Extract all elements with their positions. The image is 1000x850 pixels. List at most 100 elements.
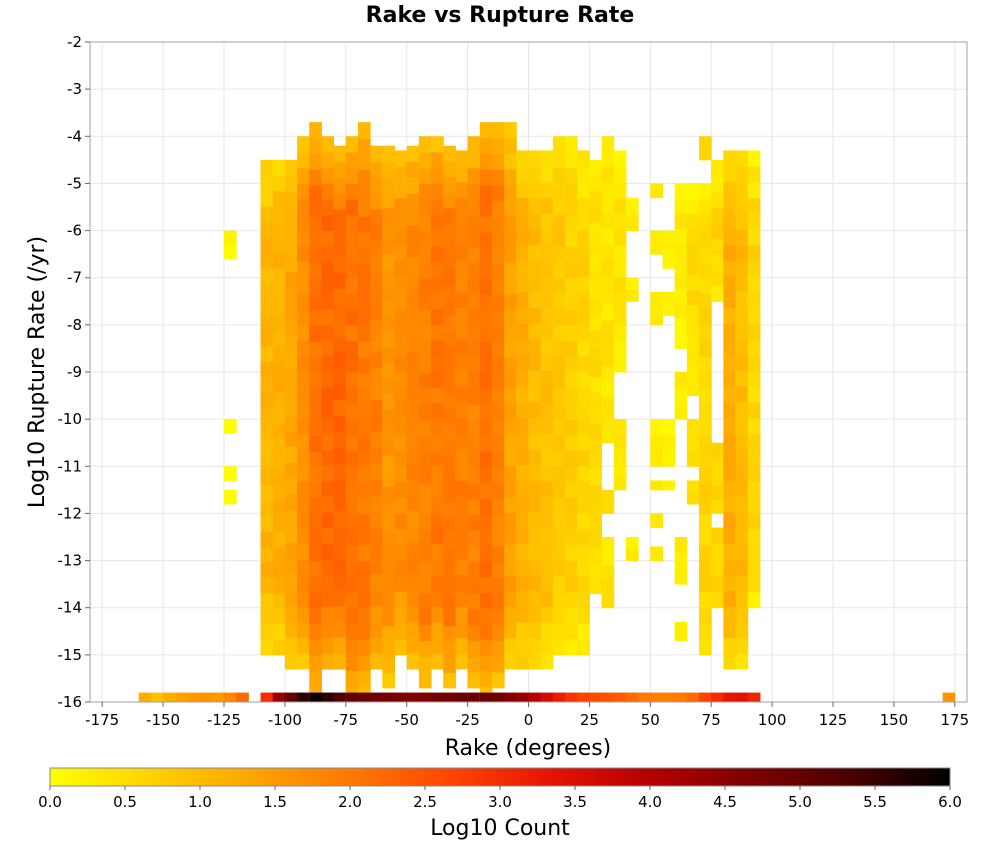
heatmap-cell-bottom <box>455 692 469 702</box>
heatmap-cell <box>443 300 456 317</box>
heatmap-cell <box>406 320 420 337</box>
heatmap-cell <box>552 152 566 169</box>
heatmap-cell <box>443 501 456 518</box>
heatmap-cell <box>272 175 286 192</box>
heatmap-cell <box>394 576 408 593</box>
heatmap-cell <box>601 212 615 229</box>
heatmap-cell <box>406 272 420 289</box>
heatmap-cell <box>723 496 737 513</box>
heatmap-cell <box>382 656 396 673</box>
heatmap-cell <box>735 527 749 544</box>
heatmap-cell <box>711 559 724 577</box>
heatmap-cell-bottom <box>711 692 724 702</box>
heatmap-cell <box>284 191 298 209</box>
heatmap-cell <box>260 314 274 331</box>
heatmap-cell <box>443 672 456 689</box>
heatmap-cell <box>406 304 420 321</box>
heatmap-cell <box>552 262 566 279</box>
heatmap-cell <box>735 496 749 513</box>
heatmap-cell <box>309 529 322 546</box>
heatmap-cell <box>382 347 396 364</box>
heatmap-cell <box>650 546 663 562</box>
heatmap-cell <box>431 277 444 294</box>
heatmap-cell <box>504 575 517 592</box>
heatmap-cell <box>479 545 493 562</box>
heatmap-cell <box>443 656 456 673</box>
heatmap-cell <box>406 288 420 305</box>
heatmap-cell <box>601 489 615 503</box>
heatmap-cell <box>418 167 432 185</box>
heatmap-cell <box>418 530 432 547</box>
heatmap-cell <box>382 594 396 611</box>
heatmap-cell <box>504 559 517 576</box>
heatmap-cell <box>467 577 481 594</box>
heatmap-cell <box>260 608 274 625</box>
heatmap-cell <box>577 560 590 577</box>
heatmap-cell <box>443 238 456 255</box>
heatmap-cell <box>540 496 554 513</box>
heatmap-cell <box>260 268 274 285</box>
heatmap-cell <box>589 252 603 269</box>
heatmap-cell <box>309 294 322 311</box>
y-tick-label: -12 <box>58 504 83 522</box>
heatmap-cell <box>455 229 469 246</box>
heatmap-cell <box>747 323 761 341</box>
heatmap-cell <box>479 623 493 640</box>
heatmap-cell <box>552 529 566 546</box>
heatmap-cell <box>431 136 444 153</box>
heatmap-cell <box>382 176 396 193</box>
heatmap-cell-bottom <box>747 692 761 702</box>
heatmap-cell <box>309 654 322 672</box>
heatmap-cell <box>272 190 286 207</box>
heatmap-cell <box>455 496 469 513</box>
heatmap-cell <box>333 288 347 305</box>
heatmap-cell-bottom <box>394 692 408 702</box>
heatmap-cell <box>345 356 359 373</box>
heatmap-cell <box>491 310 505 327</box>
heatmap-cell <box>345 293 359 310</box>
heatmap-cell <box>333 573 347 591</box>
heatmap-cell-bottom <box>479 692 493 702</box>
heatmap-cell <box>406 542 420 559</box>
heatmap-cell <box>382 254 396 271</box>
heatmap-cell <box>723 621 737 639</box>
y-tick-label: -3 <box>67 80 82 98</box>
heatmap-cell <box>321 230 335 247</box>
heatmap-cell <box>723 590 737 607</box>
heatmap-cell <box>491 656 505 673</box>
heatmap-cell <box>297 543 310 560</box>
heatmap-cell <box>321 308 335 325</box>
heatmap-cell <box>260 283 274 300</box>
heatmap-cell <box>504 356 517 373</box>
heatmap-cell-bottom <box>163 692 176 702</box>
heatmap-cell <box>357 482 371 499</box>
heatmap-cell <box>479 341 493 358</box>
heatmap-cell <box>260 438 274 455</box>
heatmap-cell <box>589 314 603 331</box>
heatmap-cell <box>601 565 615 580</box>
heatmap-cell <box>479 278 493 296</box>
heatmap-cell <box>297 621 310 639</box>
heatmap-cell <box>406 415 420 432</box>
heatmap-cell <box>747 528 761 546</box>
heatmap-cell <box>455 653 469 670</box>
heatmap-cell <box>528 653 542 670</box>
heatmap-cell <box>735 386 749 403</box>
heatmap-cell <box>406 209 420 226</box>
heatmap-cell <box>345 309 359 326</box>
heatmap-cell <box>735 166 749 183</box>
heatmap-cell <box>528 417 542 434</box>
heatmap-cell-bottom <box>674 692 688 702</box>
y-tick-label: -6 <box>67 222 82 240</box>
heatmap-cell <box>552 466 566 483</box>
heatmap-cell <box>443 316 456 333</box>
heatmap-cell <box>297 167 310 184</box>
heatmap-cell <box>370 351 383 369</box>
colorbar-tick-label: 5.5 <box>863 793 887 811</box>
heatmap-cell <box>382 331 396 348</box>
heatmap-cell <box>309 545 322 562</box>
heatmap-cell <box>540 166 554 183</box>
x-tick-label: -50 <box>394 711 419 729</box>
heatmap-cell <box>455 386 469 403</box>
heatmap-cell <box>467 530 481 547</box>
